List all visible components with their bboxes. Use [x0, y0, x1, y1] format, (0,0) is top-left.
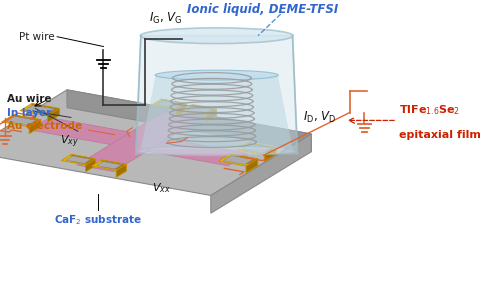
Polygon shape	[218, 154, 258, 166]
Polygon shape	[6, 116, 36, 125]
Polygon shape	[96, 162, 122, 169]
Polygon shape	[192, 105, 216, 116]
Polygon shape	[237, 143, 276, 155]
Polygon shape	[30, 118, 248, 166]
Polygon shape	[61, 154, 96, 165]
Polygon shape	[66, 156, 91, 163]
Polygon shape	[248, 143, 276, 154]
Text: Au electrode: Au electrode	[7, 121, 82, 131]
Polygon shape	[71, 154, 96, 166]
Text: $\it{V}_{xx}$: $\it{V}_{xx}$	[152, 182, 172, 195]
Polygon shape	[162, 99, 186, 110]
Polygon shape	[2, 115, 41, 127]
Polygon shape	[25, 105, 54, 114]
Polygon shape	[20, 104, 59, 116]
Polygon shape	[29, 120, 41, 134]
Text: $\it{V}_{xy}$: $\it{V}_{xy}$	[60, 133, 79, 150]
Polygon shape	[86, 159, 96, 172]
Ellipse shape	[140, 28, 293, 44]
Text: TlFe$_{1.6}$Se$_2$: TlFe$_{1.6}$Se$_2$	[399, 104, 460, 117]
Polygon shape	[182, 105, 216, 115]
Polygon shape	[141, 75, 292, 149]
Polygon shape	[102, 160, 126, 171]
Polygon shape	[187, 106, 212, 113]
Polygon shape	[48, 108, 60, 123]
Polygon shape	[223, 156, 253, 165]
Polygon shape	[206, 109, 216, 122]
Polygon shape	[246, 159, 258, 173]
Polygon shape	[211, 134, 312, 213]
Polygon shape	[242, 144, 272, 153]
Polygon shape	[152, 99, 186, 110]
Polygon shape	[176, 104, 186, 116]
Ellipse shape	[155, 70, 278, 80]
Text: $\it{I}$$_\mathrm{D}$, $\it{V}$$_\mathrm{D}$: $\it{I}$$_\mathrm{D}$, $\it{V}$$_\mathrm…	[304, 110, 337, 125]
Polygon shape	[67, 90, 312, 152]
Text: In layer: In layer	[7, 107, 51, 117]
Polygon shape	[264, 147, 276, 162]
Text: epitaxial film: epitaxial film	[399, 130, 481, 140]
Text: Ionic liquid, DEME-TFSI: Ionic liquid, DEME-TFSI	[188, 3, 338, 16]
Polygon shape	[77, 112, 201, 172]
Polygon shape	[92, 160, 126, 170]
Polygon shape	[230, 154, 258, 166]
Text: $\it{I}$$_\mathrm{G}$, $\it{V}$$_\mathrm{G}$: $\it{I}$$_\mathrm{G}$, $\it{V}$$_\mathrm…	[148, 11, 182, 26]
Polygon shape	[116, 164, 126, 177]
Polygon shape	[32, 104, 60, 115]
Text: Pt wire: Pt wire	[18, 32, 54, 42]
Polygon shape	[14, 115, 41, 127]
Text: CaF$_2$ substrate: CaF$_2$ substrate	[54, 213, 142, 227]
Polygon shape	[136, 36, 298, 154]
Text: Au wire: Au wire	[7, 94, 52, 104]
Ellipse shape	[138, 146, 296, 156]
Polygon shape	[0, 90, 312, 195]
Polygon shape	[156, 101, 182, 108]
